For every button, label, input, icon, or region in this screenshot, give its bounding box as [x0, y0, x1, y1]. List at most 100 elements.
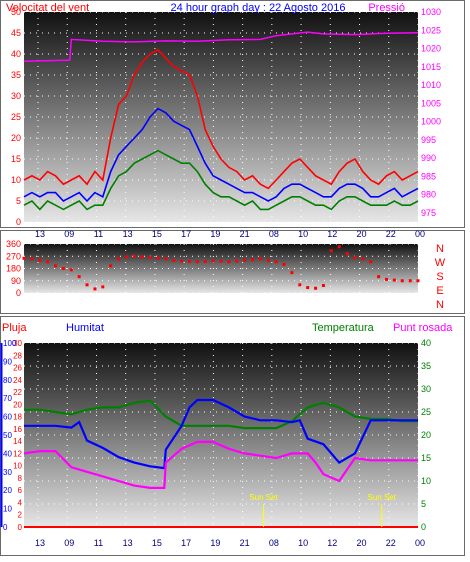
wind-y-tick-label: 50 [11, 7, 21, 17]
direction-point [384, 277, 388, 281]
humidity-y-tick-label: 80 [3, 376, 12, 385]
x-tick-label: 10 [298, 229, 308, 239]
direction-point [187, 259, 191, 263]
x-tick-label: 19 [210, 538, 220, 548]
direction-point [337, 245, 341, 249]
direction-point [22, 256, 26, 260]
direction-y-tick-label: 0 [16, 288, 21, 298]
temperature-y-tick-label: 5 [421, 499, 426, 509]
rain-y-tick-label: 4 [18, 498, 23, 507]
direction-y-tick-label: 90 [11, 276, 21, 286]
rain-y-tick-label: 24 [13, 376, 22, 385]
direction-point [235, 259, 239, 263]
direction-y-tick-label: 270 [6, 251, 21, 261]
rain-y-tick-label: 0 [18, 523, 23, 532]
direction-point [400, 279, 404, 283]
x-tick-label: 10 [298, 538, 308, 548]
x-tick-label: 00 [415, 538, 425, 548]
rain-y-tick-label: 20 [13, 400, 22, 409]
climate-series-punt-rosada-line [23, 440, 418, 489]
direction-point [266, 258, 270, 262]
wind-y-tick-label: 45 [11, 28, 21, 38]
direction-point [353, 256, 357, 260]
temperature-y-tick-label: 25 [421, 407, 431, 417]
climate-series-temperatura-line [24, 399, 418, 430]
x-tick-label: 22 [386, 538, 396, 548]
direction-point [251, 258, 255, 262]
pressure-y-tick-label: 975 [421, 208, 436, 218]
direction-point [306, 286, 310, 290]
direction-point [61, 267, 65, 270]
direction-point [132, 254, 136, 258]
direction-point [408, 279, 412, 283]
rain-y-tick-label: 14 [13, 437, 22, 446]
pressure-y-tick-label: 980 [421, 190, 436, 200]
direction-point [329, 249, 333, 253]
x-tick-label: 08 [269, 229, 279, 239]
direction-y-tick-label: 360 [6, 239, 21, 249]
wind-y-tick-label: 15 [11, 154, 21, 164]
x-tick-label: 00 [415, 229, 425, 239]
wind-y-tick-label: 30 [11, 91, 21, 101]
direction-point [156, 256, 160, 260]
direction-point [321, 284, 325, 288]
pressure-y-tick-label: 1015 [421, 62, 441, 72]
rain-y-tick-label: 10 [13, 462, 22, 471]
wind-y-tick-label: 40 [11, 49, 21, 59]
x-tick-label: 13 [123, 538, 133, 548]
direction-point [203, 259, 207, 263]
direction-point [227, 260, 231, 264]
direction-point [54, 264, 58, 268]
x-tick-label: 21 [240, 229, 250, 239]
x-tick-label: 17 [181, 229, 191, 239]
rain-y-tick-label: 12 [13, 449, 22, 458]
x-tick-label: 15 [152, 229, 162, 239]
wind-y-tick-label: 20 [11, 133, 21, 143]
pressure-y-tick-label: 1000 [421, 117, 441, 127]
rain-y-tick-label: 22 [13, 388, 22, 397]
climate-plot-area [24, 343, 418, 527]
direction-point [172, 258, 176, 262]
legend-temperatura: Temperatura [312, 322, 375, 334]
sun-set-label: Sun Set [249, 493, 278, 502]
direction-label-s: S [436, 271, 443, 283]
wind-chart-title: 24 hour graph day : 22 Agosto 2016 [171, 2, 346, 14]
temperature-y-tick-label: 0 [421, 522, 426, 532]
direction-point [361, 257, 365, 261]
direction-label-n: N [436, 243, 444, 255]
wind-y-tick-label: 10 [11, 175, 21, 185]
x-tick-label: 13 [35, 538, 45, 548]
x-tick-label: 13 [123, 229, 133, 239]
x-tick-label: 11 [94, 229, 103, 239]
direction-point [124, 255, 128, 259]
x-tick-label: 09 [64, 538, 74, 548]
direction-label-e: E [436, 285, 443, 297]
pressure-y-tick-label: 1010 [421, 80, 441, 90]
wind-y-tick-label: 25 [11, 112, 21, 122]
wind-series-2-line [23, 149, 419, 211]
direction-point [46, 260, 50, 264]
direction-point [298, 283, 302, 287]
pressure-y-tick-label: 1025 [421, 25, 441, 35]
x-tick-label: 17 [181, 538, 191, 548]
temperature-y-tick-label: 30 [421, 384, 431, 394]
x-tick-label: 08 [269, 538, 279, 548]
pressure-y-tick-label: 1030 [421, 7, 441, 17]
direction-point [369, 260, 373, 264]
direction-point [85, 283, 89, 287]
x-tick-label: 22 [386, 229, 396, 239]
direction-point [314, 286, 318, 290]
wind-series-0-line [23, 48, 419, 190]
rain-y-tick-label: 6 [18, 486, 23, 495]
direction-point [38, 258, 42, 262]
direction-point [282, 262, 286, 266]
wind-plot-area [24, 12, 418, 222]
wind-series-3-line [23, 31, 419, 63]
direction-point [392, 278, 396, 282]
rain-y-tick-label: 18 [13, 413, 22, 422]
temperature-y-tick-label: 15 [421, 453, 431, 463]
legend-punt-rosada: Punt rosada [393, 322, 453, 334]
x-tick-label: 20 [357, 229, 367, 239]
rain-y-tick-label: 28 [13, 351, 22, 360]
